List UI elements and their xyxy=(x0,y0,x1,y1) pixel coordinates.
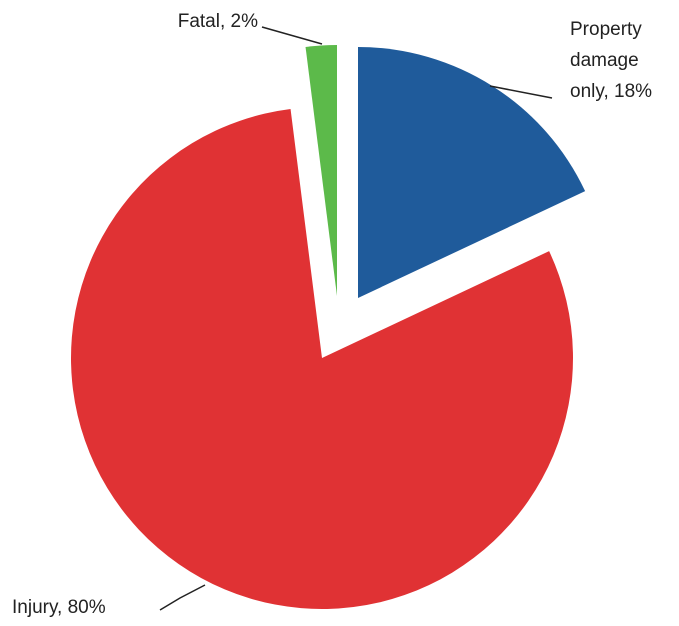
leader-line xyxy=(159,584,206,611)
data-label: Injury, 80% xyxy=(12,597,106,618)
pie-slice xyxy=(358,47,586,298)
pie-slice xyxy=(305,45,337,296)
data-label: Property damage only, 18% xyxy=(570,19,652,102)
leader-line xyxy=(261,26,323,45)
data-label: Fatal, 2% xyxy=(178,11,258,32)
leader-line xyxy=(489,85,553,99)
pie-slice xyxy=(70,108,574,609)
